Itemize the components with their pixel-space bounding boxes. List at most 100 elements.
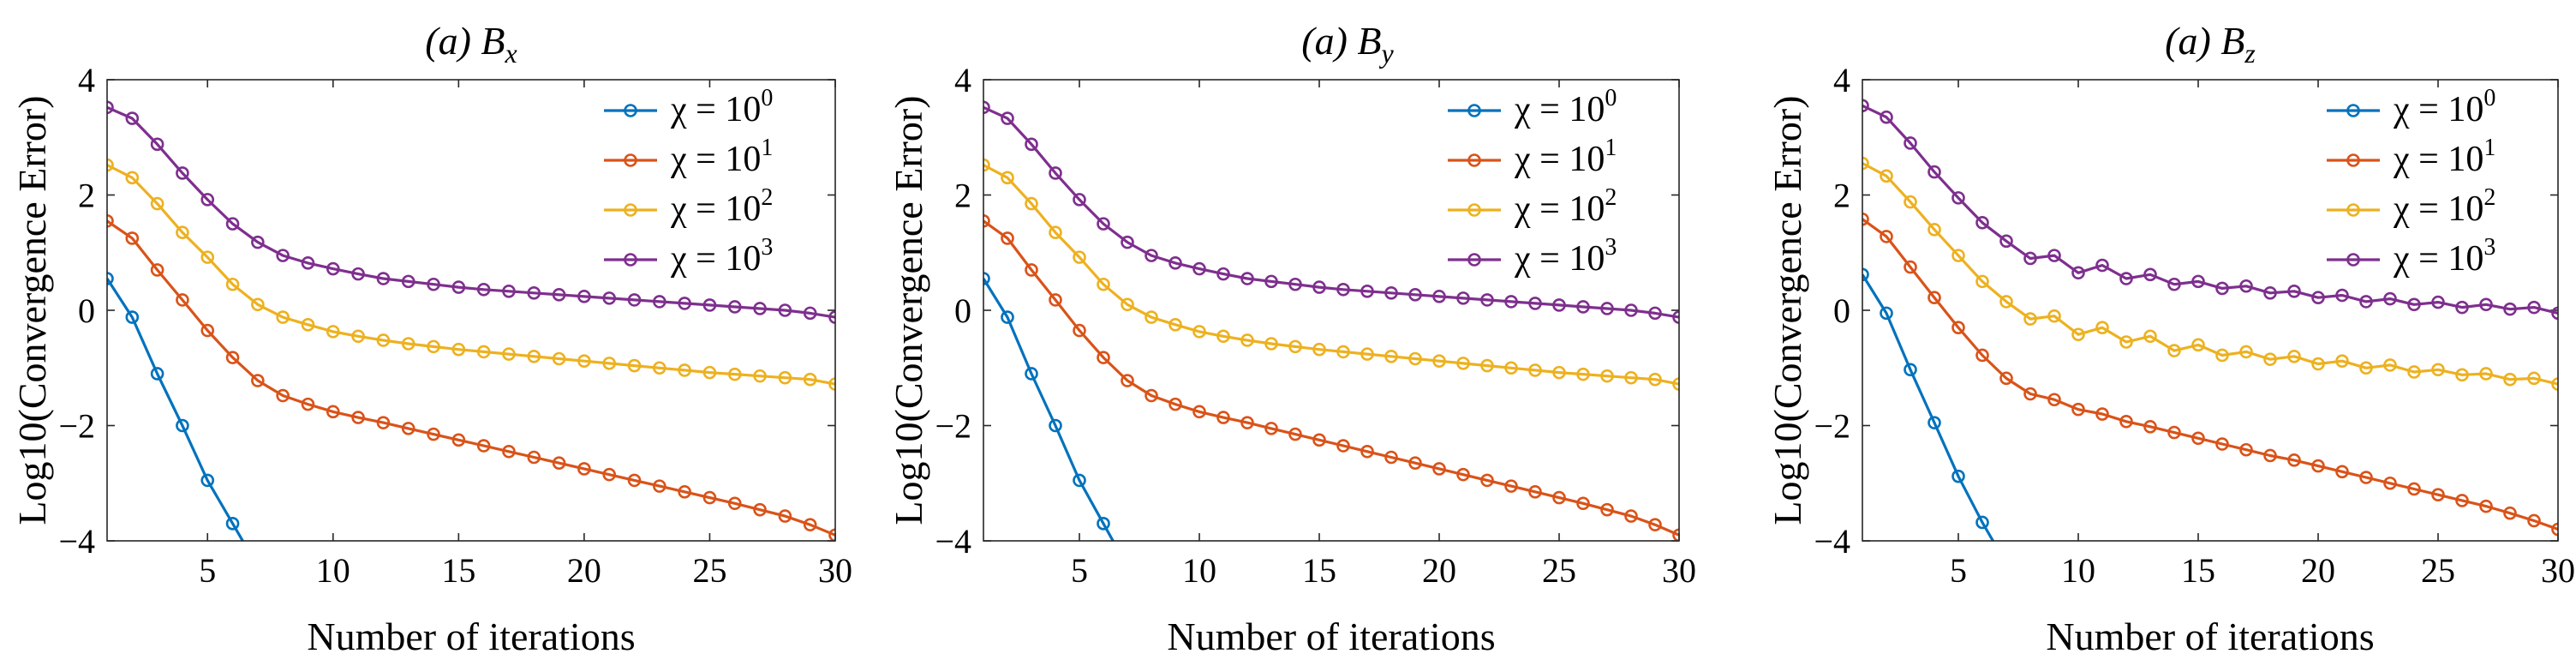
y-axis-label: Log10(Convergence Error)	[10, 95, 54, 525]
data-point	[376, 333, 391, 347]
data-point	[1975, 215, 1989, 230]
data-point	[150, 196, 164, 211]
data-point	[1648, 306, 1662, 321]
data-point	[527, 349, 541, 363]
data-point	[125, 231, 140, 245]
data-point	[2119, 335, 2133, 349]
data-point	[2047, 309, 2061, 323]
data-point	[1408, 288, 1422, 302]
data-point	[2479, 499, 2493, 513]
data-point	[2551, 377, 2558, 391]
data-point	[225, 277, 240, 291]
data-point	[828, 528, 835, 541]
data-point	[2383, 358, 2397, 372]
y-tick-label: −2	[58, 407, 95, 446]
data-point	[1360, 444, 1374, 459]
data-point	[2455, 300, 2469, 315]
data-point	[1145, 388, 1158, 403]
data-point	[401, 337, 415, 351]
x-tick-label: 30	[2541, 551, 2575, 590]
legend-label: χ = 102	[670, 184, 773, 229]
data-point	[225, 517, 240, 531]
data-point	[753, 502, 767, 517]
data-point	[1240, 272, 1254, 285]
x-tick-label: 25	[692, 551, 726, 590]
data-point	[351, 267, 365, 281]
data-point	[1999, 295, 2013, 309]
data-point	[1192, 405, 1206, 419]
chart-panel-bx: (a) Bx 5 10 15 20 25 30 −4 −2 0 2 4 χ = 100 χ = 101…	[10, 19, 852, 658]
axes-box	[1862, 79, 2559, 542]
data-point	[577, 354, 591, 368]
data-point	[476, 439, 491, 453]
legend-item: χ = 102	[1448, 184, 1617, 229]
y-tick-label: −4	[1814, 522, 1850, 561]
data-point	[1073, 250, 1086, 264]
data-point	[1504, 295, 1518, 309]
data-point	[2287, 349, 2301, 363]
x-tick-label: 25	[1542, 551, 1576, 590]
data-point	[301, 397, 315, 411]
data-point	[1192, 325, 1206, 339]
data-point	[1672, 528, 1679, 541]
data-point	[1360, 285, 1374, 298]
y-tick-label: 2	[1833, 177, 1850, 215]
data-point	[1025, 137, 1038, 152]
data-point	[1528, 485, 1542, 499]
legend-label: χ = 101	[1514, 135, 1617, 179]
data-point	[753, 302, 767, 315]
legend-marker	[2346, 104, 2360, 117]
data-point	[527, 450, 541, 465]
x-tick-label: 15	[2181, 551, 2215, 590]
data-point	[2431, 488, 2445, 502]
data-point	[1121, 297, 1134, 312]
data-point	[1168, 397, 1182, 411]
data-point	[2071, 402, 2085, 417]
data-point	[702, 298, 717, 312]
x-axis-label: Number of iterations	[307, 615, 635, 658]
data-point	[1904, 195, 1917, 209]
data-point	[1576, 496, 1590, 511]
data-point	[1049, 418, 1062, 433]
legend: χ = 100 χ = 101 χ = 102 χ = 103	[1448, 85, 1617, 279]
data-point	[1025, 196, 1038, 211]
data-point	[301, 256, 315, 270]
data-point	[653, 361, 666, 375]
x-tick-label: 5	[1071, 551, 1088, 590]
data-point	[2503, 302, 2517, 316]
data-point	[577, 462, 591, 476]
legend-label: χ = 100	[1514, 85, 1617, 129]
x-axis-label: Number of iterations	[1167, 615, 1495, 658]
data-point	[1216, 411, 1230, 424]
y-tick-label: −4	[935, 522, 971, 561]
data-point	[1672, 377, 1679, 391]
data-point	[2143, 329, 2157, 344]
data-point	[2095, 321, 2109, 334]
legend-marker	[1467, 253, 1481, 267]
data-point	[552, 456, 566, 471]
data-point	[2143, 267, 2157, 282]
data-point	[2191, 338, 2205, 352]
y-tick-label: −4	[58, 522, 95, 561]
legend-label: χ = 103	[670, 234, 773, 279]
data-point	[125, 171, 140, 185]
data-point	[2527, 371, 2541, 386]
data-point	[653, 479, 666, 493]
chart-title: (a) Bz	[2165, 19, 2256, 69]
y-tick-label: 4	[78, 61, 95, 99]
data-point	[1576, 367, 1590, 381]
data-point	[1648, 518, 1662, 531]
data-point	[401, 422, 415, 435]
data-point	[1073, 473, 1086, 488]
data-point	[427, 339, 440, 354]
data-point	[1073, 323, 1086, 338]
data-point	[678, 363, 691, 377]
data-point	[1480, 358, 1494, 373]
x-tick-label: 5	[1950, 551, 1967, 590]
data-point	[200, 193, 215, 207]
data-point	[225, 351, 240, 364]
legend-label: χ = 101	[670, 135, 773, 179]
data-point	[451, 342, 466, 357]
x-tick-label: 15	[441, 551, 475, 590]
